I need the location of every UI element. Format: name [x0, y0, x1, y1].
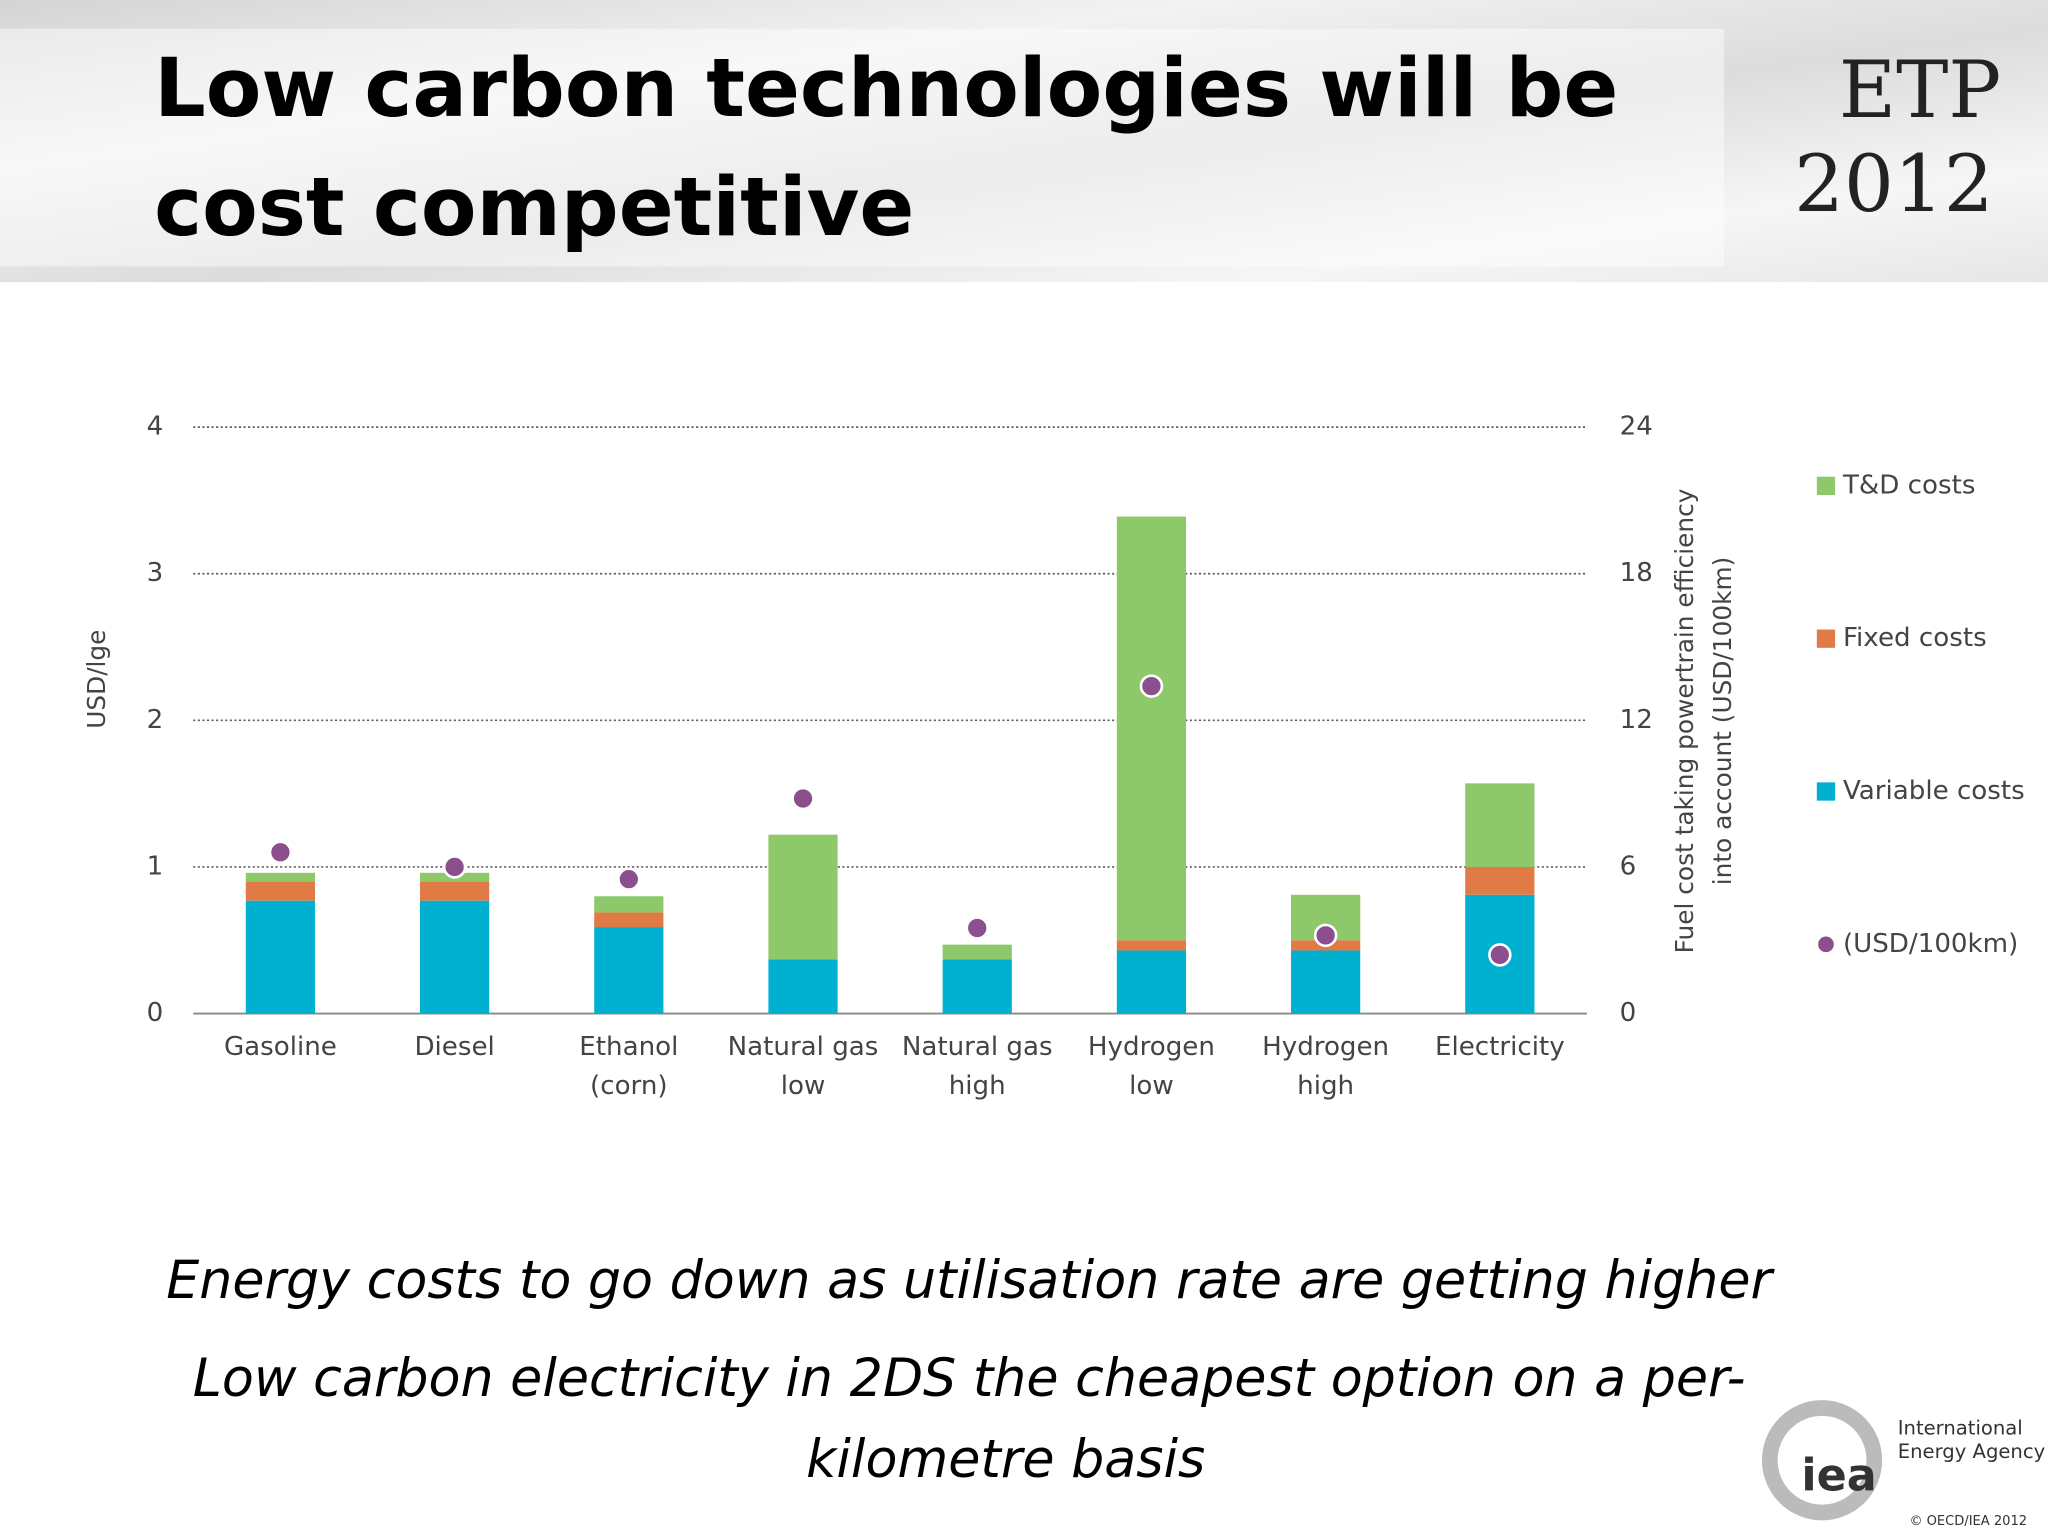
y-tick-label: 1 — [147, 851, 164, 881]
badge: ETP — [1839, 45, 2001, 136]
bar-segment — [594, 912, 664, 928]
x-tick-label: Hydrogen — [1088, 1032, 1215, 1062]
bar-segment — [1465, 783, 1535, 867]
legend-label: Variable costs — [1843, 776, 2025, 806]
x-tick-label: Gasoline — [224, 1032, 337, 1062]
header-panel — [0, 28, 1725, 267]
y-axis-label: USD/lge — [82, 630, 111, 729]
y2-axis-label: into account (USD/100km) — [1708, 557, 1737, 886]
point — [791, 786, 815, 811]
bullet: Energy costs to go down as utilisation r… — [166, 1251, 1775, 1311]
point — [1488, 943, 1512, 967]
logo-ring — [1761, 1400, 1883, 1521]
legend-marker — [1816, 629, 1836, 648]
x-tick-label: Natural gas — [728, 1032, 879, 1062]
bar-segment — [942, 959, 1012, 1014]
legend-label: Fixed costs — [1843, 623, 1987, 653]
point — [1313, 923, 1338, 948]
bar-segment — [1116, 516, 1187, 941]
bar-segment — [1291, 950, 1361, 1014]
y2-tick-label: 12 — [1620, 705, 1653, 735]
y2-axis-label: Fuel cost taking powertrain efficiency — [1670, 489, 1699, 954]
y2-tick-label: 24 — [1620, 412, 1653, 442]
bar-segment — [768, 834, 838, 960]
agency: Energy Agency — [1898, 1440, 2045, 1463]
title: Low carbon technologies will be — [154, 42, 1618, 136]
bar-segment — [942, 944, 1012, 960]
bar-segment — [594, 896, 664, 913]
y-tick-label: 4 — [147, 412, 164, 442]
title: cost competitive — [154, 161, 914, 255]
y-tick-label: 3 — [147, 558, 164, 588]
y2-tick-label: 6 — [1620, 851, 1637, 881]
legend-label: (USD/100km) — [1843, 929, 2018, 959]
bar-segment — [1116, 940, 1187, 951]
x-tick-label: Ethanol — [579, 1032, 678, 1062]
x-tick-label: Hydrogen — [1262, 1032, 1389, 1062]
bar-segment — [245, 900, 316, 1014]
point — [442, 855, 467, 879]
x-tick-label: high — [949, 1071, 1006, 1101]
x-tick-label: Diesel — [414, 1032, 494, 1062]
bar-segment — [1465, 866, 1535, 895]
x-tick-label: (corn) — [590, 1071, 668, 1101]
bar-segment — [594, 927, 664, 1014]
legend-label: T&D costs — [1842, 470, 1976, 500]
header-band — [0, 0, 2048, 283]
x-tick-label: low — [1129, 1071, 1174, 1101]
badge: 2012 — [1794, 139, 1993, 230]
legend-marker — [1816, 476, 1836, 496]
y-tick-label: 0 — [147, 998, 164, 1028]
bar-segment — [245, 872, 316, 882]
point — [268, 840, 293, 865]
bar-segment — [768, 959, 838, 1014]
bullet: Low carbon electricity in 2DS the cheape… — [193, 1349, 1746, 1409]
y2-tick-label: 18 — [1620, 558, 1653, 588]
legend-marker — [1818, 936, 1834, 953]
point — [965, 916, 989, 940]
point — [617, 867, 641, 891]
x-tick-label: Electricity — [1435, 1032, 1565, 1062]
x-tick-label: high — [1297, 1071, 1354, 1101]
bullet: kilometre basis — [806, 1430, 1205, 1490]
logo: iea — [1801, 1451, 1876, 1502]
point — [1139, 674, 1164, 698]
bar-segment — [420, 881, 490, 901]
y2-tick-label: 0 — [1620, 998, 1637, 1028]
x-tick-label: low — [781, 1071, 826, 1101]
y-tick-label: 2 — [147, 705, 164, 735]
copyright: © OECD/IEA 2012 — [1909, 1514, 2027, 1529]
bar-segment — [420, 900, 490, 1014]
legend-marker — [1816, 782, 1836, 801]
bar-segment — [1116, 950, 1187, 1014]
agency: International — [1898, 1416, 2023, 1439]
x-tick-label: Natural gas — [902, 1032, 1053, 1062]
bar-segment — [245, 881, 316, 901]
